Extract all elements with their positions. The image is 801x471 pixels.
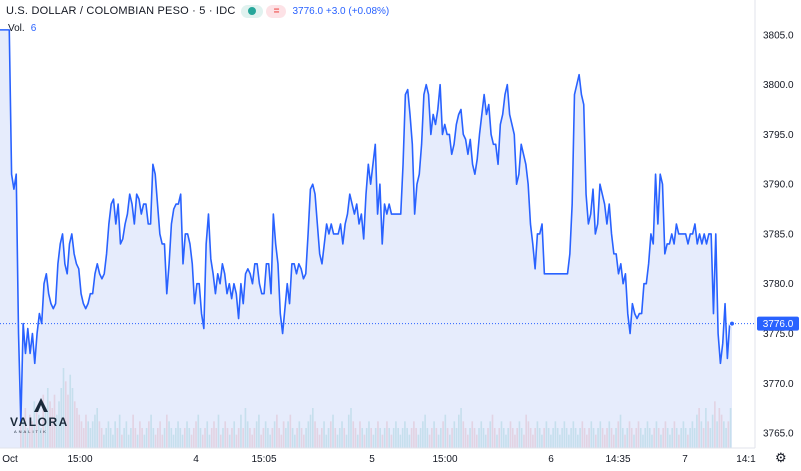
symbol-title[interactable]: U.S. DOLLAR / COLOMBIAN PESO · 5 · IDC xyxy=(6,5,236,17)
x-tick-label: 15:00 xyxy=(432,454,457,465)
time-axis: Oct 15:00 4 15:05 5 15:00 6 14:35 7 14:1 xyxy=(2,454,756,465)
x-tick-label: 5 xyxy=(369,454,375,465)
equals-icon[interactable]: = xyxy=(266,4,287,18)
y-tick-label: 3790.0 xyxy=(763,180,794,191)
y-tick-label: 3765.0 xyxy=(763,429,794,440)
price-change-pct: (+0.08%) xyxy=(348,5,390,17)
price-change: +3.0 xyxy=(325,5,346,17)
price-axis: 3805.0 3800.0 3795.0 3790.0 3785.0 3780.0 3775… xyxy=(763,30,794,439)
last-price-dot xyxy=(729,320,735,327)
y-tick-label: 3770.0 xyxy=(763,379,794,390)
last-price-info: 3776.0 +3.0 (+0.08%) xyxy=(292,6,389,17)
x-tick-label: 7 xyxy=(682,454,688,465)
x-tick-label: 15:05 xyxy=(251,454,276,465)
y-tick-label: 3780.0 xyxy=(763,279,794,290)
logo-name: VALORA xyxy=(10,415,69,429)
gear-icon[interactable]: ⚙ xyxy=(775,450,787,465)
y-tick-label: 3785.0 xyxy=(763,230,794,241)
x-tick-label: 15:00 xyxy=(67,454,92,465)
x-tick-label: 14:35 xyxy=(605,454,630,465)
y-tick-label: 3775.0 xyxy=(763,329,794,340)
logo-mark-icon xyxy=(34,398,48,412)
x-tick-label: 14:1 xyxy=(736,454,756,465)
green-dot-icon xyxy=(248,7,257,15)
x-tick-label: 6 xyxy=(548,454,554,465)
price-area-fill xyxy=(0,29,732,449)
market-status-badge[interactable] xyxy=(241,4,264,18)
svg-text:3776.0: 3776.0 xyxy=(763,319,794,330)
brand-logo: VALORA ANALITIK xyxy=(10,398,72,438)
volume-label: Vol. xyxy=(8,23,25,34)
last-price: 3776.0 xyxy=(292,5,324,17)
x-tick-label: Oct xyxy=(2,454,18,465)
volume-legend[interactable]: Vol. 6 xyxy=(8,23,36,34)
chart-legend: U.S. DOLLAR / COLOMBIAN PESO · 5 · IDC =… xyxy=(6,3,389,19)
last-price-label: 3776.0 xyxy=(757,316,799,331)
y-tick-label: 3800.0 xyxy=(763,80,794,91)
volume-value: 6 xyxy=(30,23,37,34)
y-tick-label: 3805.0 xyxy=(763,30,794,41)
logo-subtitle: ANALITIK xyxy=(14,429,48,434)
x-tick-label: 4 xyxy=(193,454,199,465)
y-tick-label: 3795.0 xyxy=(763,130,794,141)
price-line xyxy=(0,29,732,424)
